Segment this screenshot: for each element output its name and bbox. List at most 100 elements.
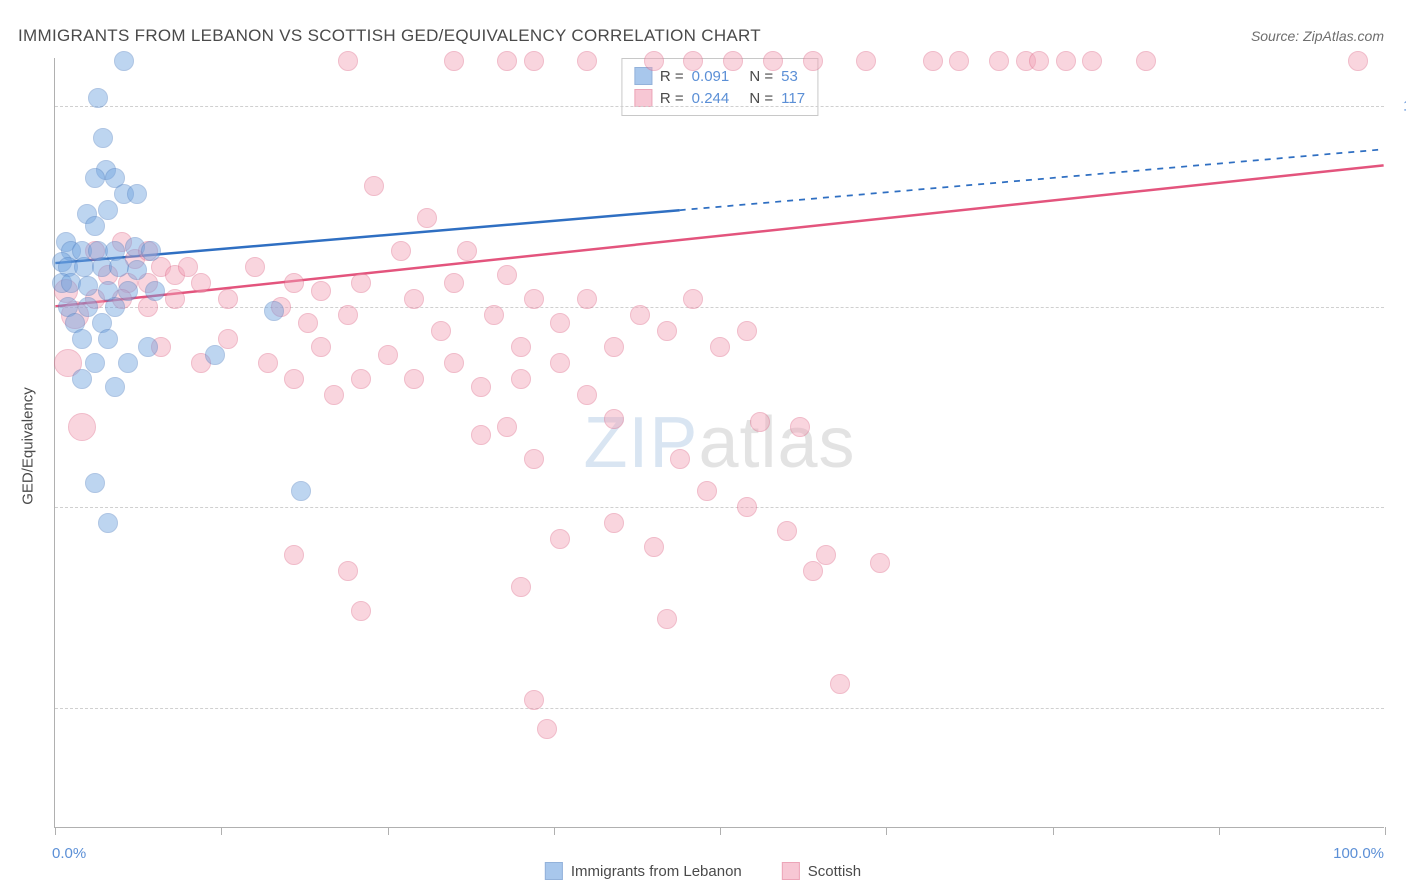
scatter-point	[165, 289, 185, 309]
x-tick	[720, 827, 721, 835]
scatter-point	[777, 521, 797, 541]
scatter-point	[338, 561, 358, 581]
scatter-point	[218, 329, 238, 349]
plot-area: ZIPatlas R = 0.091 N = 53 R = 0.244 N = …	[54, 58, 1384, 828]
scatter-point	[351, 601, 371, 621]
scatter-point	[816, 545, 836, 565]
scatter-point	[989, 51, 1009, 71]
scatter-point	[923, 51, 943, 71]
legend-bottom-label-1: Scottish	[808, 863, 861, 880]
scatter-point	[723, 51, 743, 71]
scatter-point	[710, 337, 730, 357]
x-tick	[554, 827, 555, 835]
scatter-point	[284, 369, 304, 389]
scatter-point	[550, 529, 570, 549]
scatter-point	[85, 473, 105, 493]
scatter-point	[604, 409, 624, 429]
scatter-point	[657, 609, 677, 629]
chart-title: IMMIGRANTS FROM LEBANON VS SCOTTISH GED/…	[18, 26, 761, 46]
scatter-point	[98, 200, 118, 220]
scatter-point	[803, 561, 823, 581]
source-value: ZipAtlas.com	[1303, 28, 1384, 44]
legend-bottom-swatch-0	[545, 862, 563, 880]
scatter-point	[404, 289, 424, 309]
scatter-point	[205, 345, 225, 365]
legend-swatch-1	[634, 89, 652, 107]
x-tick	[388, 827, 389, 835]
scatter-point	[105, 377, 125, 397]
scatter-point	[78, 276, 98, 296]
scatter-point	[127, 184, 147, 204]
scatter-point	[484, 305, 504, 325]
grid-line	[55, 507, 1384, 508]
scatter-point	[338, 305, 358, 325]
legend-bottom: Immigrants from Lebanon Scottish	[545, 862, 861, 880]
x-tick	[1053, 827, 1054, 835]
scatter-point	[697, 481, 717, 501]
scatter-point	[803, 51, 823, 71]
trend-lines-svg	[55, 58, 1384, 827]
x-tick	[221, 827, 222, 835]
scatter-point	[404, 369, 424, 389]
grid-line	[55, 708, 1384, 709]
scatter-point	[683, 51, 703, 71]
scatter-point	[284, 545, 304, 565]
x-tick	[55, 827, 56, 835]
scatter-point	[218, 289, 238, 309]
scatter-point	[471, 425, 491, 445]
watermark-zip: ZIP	[583, 403, 698, 483]
scatter-point	[497, 417, 517, 437]
scatter-point	[391, 241, 411, 261]
legend-bottom-swatch-1	[782, 862, 800, 880]
scatter-point	[497, 265, 517, 285]
source-attribution: Source: ZipAtlas.com	[1251, 28, 1384, 44]
scatter-point	[511, 577, 531, 597]
scatter-point	[577, 51, 597, 71]
watermark-atlas: atlas	[698, 403, 855, 483]
r-value-1: 0.244	[692, 90, 730, 107]
scatter-point	[311, 337, 331, 357]
legend-bottom-label-0: Immigrants from Lebanon	[571, 863, 742, 880]
grid-line	[55, 307, 1384, 308]
scatter-point	[85, 353, 105, 373]
n-value-1: 117	[781, 90, 805, 107]
scatter-point	[145, 281, 165, 301]
scatter-point	[737, 321, 757, 341]
scatter-point	[550, 313, 570, 333]
scatter-point	[85, 216, 105, 236]
y-axis-title: GED/Equivalency	[20, 387, 37, 505]
scatter-point	[444, 51, 464, 71]
scatter-point	[72, 369, 92, 389]
scatter-point	[291, 481, 311, 501]
scatter-point	[417, 208, 437, 228]
scatter-point	[511, 369, 531, 389]
scatter-point	[98, 513, 118, 533]
x-tick	[1219, 827, 1220, 835]
scatter-point	[524, 289, 544, 309]
scatter-point	[298, 313, 318, 333]
scatter-point	[118, 353, 138, 373]
y-tick-label: 87.5%	[1394, 298, 1406, 315]
scatter-point	[763, 51, 783, 71]
scatter-point	[109, 257, 129, 277]
y-tick-label: 62.5%	[1394, 699, 1406, 716]
grid-line	[55, 106, 1384, 107]
scatter-point	[127, 260, 147, 280]
scatter-point	[644, 537, 664, 557]
scatter-point	[856, 51, 876, 71]
scatter-point	[524, 51, 544, 71]
scatter-point	[191, 273, 211, 293]
n-value-0: 53	[781, 68, 798, 85]
scatter-point	[737, 497, 757, 517]
source-label: Source:	[1251, 28, 1299, 44]
scatter-point	[497, 51, 517, 71]
scatter-point	[338, 51, 358, 71]
y-tick-label: 75.0%	[1394, 499, 1406, 516]
scatter-point	[1136, 51, 1156, 71]
scatter-point	[670, 449, 690, 469]
scatter-point	[118, 281, 138, 301]
scatter-point	[72, 329, 92, 349]
chart-container: IMMIGRANTS FROM LEBANON VS SCOTTISH GED/…	[0, 0, 1406, 892]
scatter-point	[431, 321, 451, 341]
scatter-point	[1082, 51, 1102, 71]
